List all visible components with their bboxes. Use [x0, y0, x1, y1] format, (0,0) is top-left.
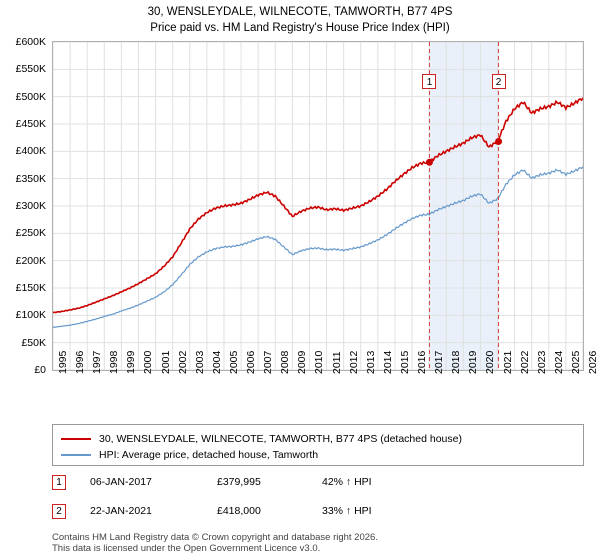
x-axis-tick-label: 2008 [279, 350, 292, 374]
chart-legend: 30, WENSLEYDALE, WILNECOTE, TAMWORTH, B7… [52, 424, 584, 466]
x-axis-tick-label: 1997 [91, 350, 104, 374]
x-axis-tick-label: 2012 [347, 350, 360, 374]
y-axis-tick-label: £200K [15, 254, 46, 267]
legend-label-hpi: HPI: Average price, detached house, Tamw… [99, 449, 319, 461]
x-axis-tick-label: 2006 [245, 350, 258, 374]
x-axis-tick-label: 2004 [210, 350, 223, 374]
x-axis-tick-label: 2000 [142, 350, 155, 374]
x-axis-tick-label: 2022 [518, 350, 531, 374]
y-axis-tick-label: £50K [21, 336, 46, 349]
x-axis-tick-label: 2025 [569, 350, 582, 374]
x-axis-tick-label: 1995 [57, 350, 69, 374]
chart-title-line-2: Price paid vs. HM Land Registry's House … [150, 22, 450, 34]
x-axis-tick-label: 2001 [159, 350, 172, 374]
legend-label-property: 30, WENSLEYDALE, WILNECOTE, TAMWORTH, B7… [99, 433, 462, 445]
legend-swatch-property [61, 438, 91, 440]
footer-line-2: This data is licensed under the Open Gov… [52, 543, 321, 554]
sale-marker-1: 1 [52, 475, 66, 490]
x-axis-tick-label: 2019 [467, 350, 480, 374]
x-axis-tick-label: 2003 [193, 350, 206, 374]
x-axis-tick-label: 2018 [450, 350, 463, 374]
sale-hpi-delta-1: 42% ↑ HPI [322, 476, 372, 488]
x-axis-tick-label: 2024 [552, 350, 565, 374]
x-axis-tick-label: 1998 [108, 350, 121, 374]
x-axis-tick-label: 1996 [74, 350, 87, 374]
chart-title-line-1: 30, WENSLEYDALE, WILNECOTE, TAMWORTH, B7… [147, 6, 453, 18]
sale-date-2: 22-JAN-2021 [90, 505, 152, 517]
sale-row-1: 1 06-JAN-2017 £379,995 42% ↑ HPI [52, 474, 584, 492]
x-axis-tick-label: 2015 [398, 350, 411, 374]
chart-sale-marker-1: 1 [422, 74, 437, 89]
x-axis-tick-label: 2020 [484, 350, 497, 374]
y-axis-tick-label: £500K [15, 90, 46, 103]
chart-title: 30, WENSLEYDALE, WILNECOTE, TAMWORTH, B7… [0, 4, 600, 36]
y-axis-tick-label: £400K [15, 145, 46, 158]
chart-svg [53, 42, 583, 370]
x-axis-tick-label: 2002 [176, 350, 189, 374]
chart-sale-marker-2: 2 [491, 74, 506, 89]
x-axis-tick-label: 2011 [330, 351, 343, 374]
y-axis-tick-label: £300K [15, 200, 46, 212]
x-axis-tick-label: 2023 [535, 350, 548, 374]
x-axis-tick-label: 2017 [433, 350, 446, 374]
x-axis-tick-label: 2009 [296, 350, 309, 374]
x-axis-tick-label: 2007 [262, 350, 275, 374]
y-axis-tick-label: £450K [15, 118, 46, 130]
y-axis-tick-label: £100K [15, 309, 46, 322]
x-axis-tick-label: 2026 [587, 350, 599, 374]
y-axis-tick-label: £0 [34, 364, 46, 376]
sale-hpi-delta-2: 33% ↑ HPI [322, 505, 372, 517]
footer-line-1: Contains HM Land Registry data © Crown c… [52, 532, 378, 543]
y-axis-tick-label: £150K [15, 282, 46, 294]
x-axis-tick-label: 2016 [416, 350, 429, 374]
chart-plot-area [52, 41, 584, 371]
y-axis-tick-label: £250K [15, 227, 46, 240]
sale-row-2: 2 22-JAN-2021 £418,000 33% ↑ HPI [52, 503, 584, 521]
y-axis-tick-label: £350K [15, 172, 46, 185]
x-axis-tick-label: 2005 [227, 350, 240, 374]
sale-marker-2: 2 [52, 504, 66, 519]
y-axis-tick-label: £600K [15, 36, 46, 48]
x-axis-tick-label: 1999 [125, 350, 138, 374]
x-axis-tick-label: 2010 [313, 350, 326, 374]
x-axis-tick-label: 2013 [364, 350, 377, 374]
legend-swatch-hpi [61, 454, 91, 456]
y-axis-tick-label: £550K [15, 63, 46, 76]
x-axis-tick-label: 2021 [501, 350, 514, 374]
x-axis-tick-label: 2014 [381, 350, 394, 374]
sale-price-1: £379,995 [217, 476, 261, 488]
sale-date-1: 06-JAN-2017 [90, 476, 152, 488]
sale-price-2: £418,000 [217, 505, 261, 517]
